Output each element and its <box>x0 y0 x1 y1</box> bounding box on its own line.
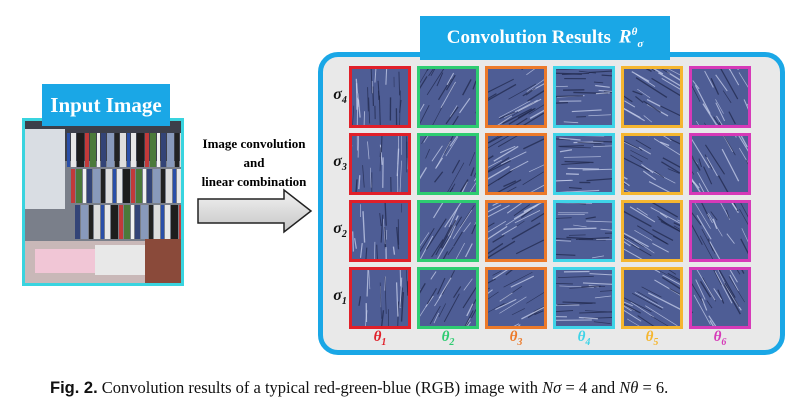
result-tile <box>553 66 615 128</box>
edge-texture <box>692 203 748 259</box>
edge-texture <box>556 136 612 192</box>
bookstore-photo <box>25 121 181 283</box>
edge-texture <box>420 136 476 192</box>
result-tile <box>485 66 547 128</box>
result-tile <box>621 267 683 329</box>
sigma-label-3: σ3 <box>333 153 347 174</box>
result-tile <box>689 66 751 128</box>
edge-texture <box>352 136 408 192</box>
result-tile <box>349 267 411 329</box>
caption-text: Convolution results of a typical red-gre… <box>101 378 543 397</box>
result-tile <box>689 200 751 262</box>
results-title-text: Convolution Results <box>446 27 611 48</box>
caption-eq1: = 4 and <box>561 378 620 397</box>
result-tile <box>621 200 683 262</box>
edge-texture <box>420 69 476 125</box>
edge-texture <box>692 69 748 125</box>
result-tile <box>553 267 615 329</box>
input-image-title: Input Image <box>50 92 162 117</box>
result-tile <box>689 133 751 195</box>
result-tile <box>485 133 547 195</box>
edge-texture <box>488 69 544 125</box>
edge-texture <box>352 203 403 259</box>
edge-texture <box>420 203 476 259</box>
arrow-caption-line1: Image convolution <box>202 136 306 151</box>
theta-label-3: θ3 <box>509 329 523 348</box>
results-symbol: Rθσ <box>618 25 644 51</box>
result-tile <box>417 267 479 329</box>
sigma-label-2: σ2 <box>333 220 347 241</box>
result-tile <box>553 133 615 195</box>
arrow-caption-line3: linear combination <box>201 174 307 189</box>
input-image-label: Input Image <box>42 84 170 126</box>
result-tile <box>621 66 683 128</box>
edge-texture <box>352 69 402 125</box>
edge-texture <box>488 136 544 192</box>
result-tile <box>349 200 411 262</box>
edge-texture <box>624 203 680 259</box>
edge-texture <box>556 203 612 259</box>
figure-caption: Fig. 2. Convolution results of a typical… <box>50 378 668 398</box>
edge-texture <box>624 136 680 192</box>
result-tile <box>417 200 479 262</box>
edge-texture <box>358 270 408 326</box>
result-tile <box>417 66 479 128</box>
caption-n-sigma: Nσ <box>542 378 562 397</box>
theta-label-1: θ1 <box>373 329 387 348</box>
theta-label-2: θ2 <box>441 329 455 348</box>
input-image <box>22 118 184 286</box>
theta-label-6: θ6 <box>713 329 727 348</box>
theta-label-5: θ5 <box>645 329 659 348</box>
result-tile <box>349 66 411 128</box>
result-tile <box>553 200 615 262</box>
result-tile <box>689 267 751 329</box>
right-arrow-icon <box>197 188 313 234</box>
result-tile <box>485 267 547 329</box>
arrow-caption: Image convolution and linear combination <box>193 134 315 191</box>
result-tile <box>621 133 683 195</box>
results-title: Convolution Results Rθσ <box>420 16 670 60</box>
caption-eq2: = 6. <box>638 378 669 397</box>
result-tile <box>485 200 547 262</box>
caption-n-theta: Nθ <box>619 378 639 397</box>
edge-texture <box>624 270 680 326</box>
edge-texture <box>420 270 476 326</box>
edge-texture <box>692 136 748 192</box>
sigma-label-4: σ4 <box>333 86 347 107</box>
theta-label-4: θ4 <box>577 329 591 348</box>
edge-texture <box>488 270 544 326</box>
edge-texture <box>692 270 745 326</box>
arrow-caption-line2: and <box>243 155 265 170</box>
edge-texture <box>556 270 612 325</box>
edge-texture <box>624 69 680 123</box>
edge-texture <box>556 69 612 124</box>
figure-number: Fig. 2. <box>50 379 98 397</box>
result-tile <box>349 133 411 195</box>
sigma-label-1: σ1 <box>333 287 347 308</box>
result-tile <box>417 133 479 195</box>
edge-texture <box>488 203 544 259</box>
